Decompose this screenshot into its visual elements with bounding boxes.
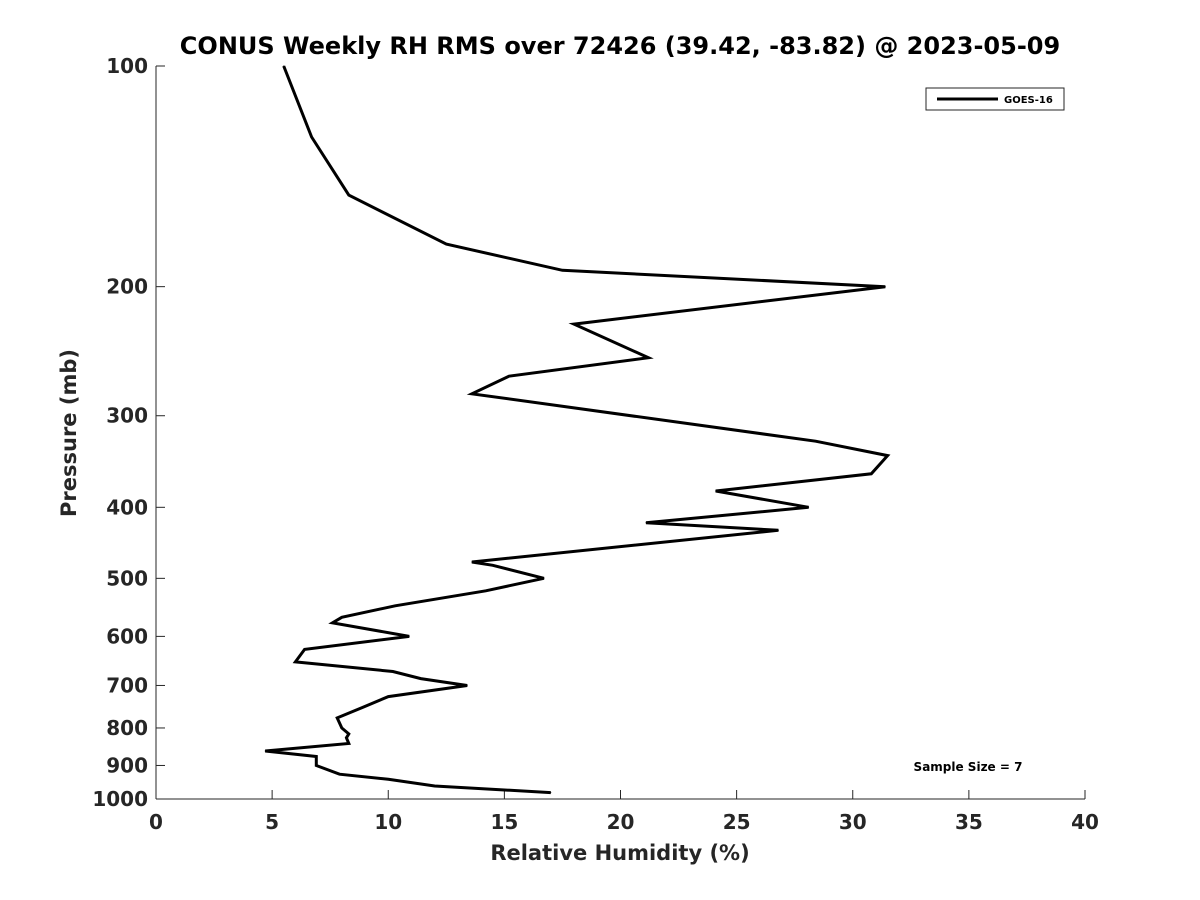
y-tick-label: 900: [106, 753, 148, 777]
y-axis-label: Pressure (mb): [57, 349, 81, 517]
y-tick-label: 200: [106, 275, 148, 299]
series-layer: [264, 65, 891, 795]
data-point: [408, 635, 410, 637]
data-point: [392, 671, 394, 672]
x-tick-label: 5: [265, 810, 279, 834]
data-point: [341, 727, 343, 729]
data-point: [283, 65, 285, 67]
data-point: [471, 561, 473, 563]
data-point: [294, 661, 296, 663]
legend-label: GOES-16: [1004, 95, 1053, 106]
x-tick-label: 25: [723, 810, 751, 834]
data-point: [884, 286, 886, 288]
data-point: [573, 323, 575, 325]
data-point: [348, 743, 350, 744]
ticks: 0 5 10 15 20 25 30 35 40 100 200 300 400 500 600 700 800…: [92, 54, 1099, 834]
data-point: [362, 706, 364, 708]
data-point: [315, 756, 317, 757]
data-point: [508, 375, 510, 377]
data-point: [647, 357, 649, 359]
y-tick-label: 800: [106, 716, 148, 740]
sample-size-annotation: Sample Size = 7: [914, 760, 1023, 774]
x-tick-label: 40: [1071, 810, 1099, 834]
x-tick-label: 0: [149, 810, 163, 834]
data-point: [336, 717, 338, 719]
data-point: [715, 490, 717, 492]
x-tick-label: 15: [490, 810, 518, 834]
y-tick-label: 400: [106, 495, 148, 519]
y-tick-label: 300: [106, 404, 148, 428]
x-tick-label: 10: [374, 810, 402, 834]
data-point: [543, 577, 545, 579]
data-point: [345, 737, 347, 739]
x-tick-label: 20: [607, 810, 635, 834]
data-point: [445, 243, 447, 245]
data-point: [887, 455, 889, 457]
data-point: [264, 750, 266, 752]
data-point: [466, 685, 468, 686]
data-point: [777, 529, 779, 531]
x-tick-label: 30: [839, 810, 867, 834]
data-point: [332, 622, 333, 624]
data-point: [348, 733, 350, 735]
chart-title: CONUS Weekly RH RMS over 72426 (39.42, -…: [180, 32, 1060, 60]
data-point: [315, 765, 317, 766]
data-point: [645, 522, 647, 524]
data-point: [815, 440, 817, 442]
series-line-goes-16: [265, 65, 891, 795]
legend: GOES-16: [925, 87, 1065, 111]
x-tick-label: 35: [955, 810, 983, 834]
data-point: [304, 648, 306, 650]
y-tick-label: 600: [106, 624, 148, 648]
data-point: [492, 564, 494, 566]
data-point: [808, 506, 810, 508]
data-point: [339, 773, 340, 775]
data-point: [387, 778, 389, 780]
x-axis-label: Relative Humidity (%): [490, 841, 749, 865]
data-point: [311, 136, 313, 138]
data-point: [550, 792, 552, 794]
data-point: [420, 678, 422, 680]
data-point: [485, 590, 487, 592]
data-point: [394, 605, 396, 607]
data-point: [348, 194, 350, 196]
data-point: [561, 269, 563, 271]
data-point: [870, 473, 872, 475]
y-tick-label: 1000: [92, 787, 148, 811]
data-point: [434, 785, 436, 787]
y-tick-label: 700: [106, 673, 148, 697]
data-point: [341, 616, 343, 618]
data-point: [387, 696, 389, 698]
y-tick-label: 500: [106, 566, 148, 590]
y-tick-label: 100: [106, 54, 148, 78]
data-point: [471, 393, 473, 395]
